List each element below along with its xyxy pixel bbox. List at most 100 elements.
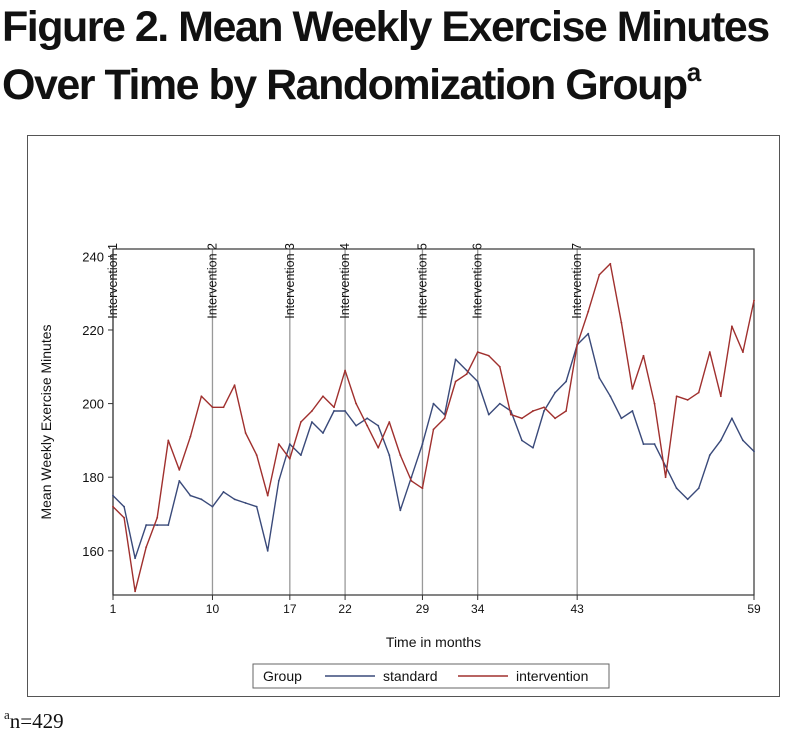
point-intervention-13 xyxy=(244,432,247,434)
point-intervention-15 xyxy=(266,494,269,497)
axes: 1 10 17 22 29 34 43 59 160 180 200 220 240 Time in mo… xyxy=(38,248,761,650)
reference-label-3: Intervention 3 xyxy=(283,243,297,319)
point-intervention-51 xyxy=(664,476,667,479)
y-tick-label-180: 180 xyxy=(82,470,104,485)
point-intervention-46 xyxy=(609,262,612,265)
title-superscript: a xyxy=(686,57,701,87)
point-standard-23 xyxy=(355,424,358,427)
x-tick-label-29: 29 xyxy=(416,602,430,616)
title-text-2: Over Time by Randomization Group xyxy=(2,61,688,109)
point-standard-49 xyxy=(642,443,645,445)
point-standard-36 xyxy=(498,402,501,405)
point-intervention-1 xyxy=(112,505,114,508)
point-standard-57 xyxy=(730,417,733,420)
point-intervention-54 xyxy=(697,391,700,394)
y-axis-title: Mean Weekly Exercise Minutes xyxy=(38,324,54,519)
reference-label-4: Intervention 4 xyxy=(338,243,352,319)
point-standard-59 xyxy=(753,450,755,453)
chart-frame: Intervention 1 Intervention 2 Intervention… xyxy=(27,135,780,697)
point-standard-22 xyxy=(344,410,346,412)
point-standard-3 xyxy=(134,557,137,560)
point-standard-48 xyxy=(631,410,634,412)
point-standard-33 xyxy=(465,369,468,372)
point-standard-30 xyxy=(432,402,435,405)
point-standard-39 xyxy=(532,446,534,449)
point-standard-6 xyxy=(167,524,170,526)
point-intervention-16 xyxy=(277,443,280,445)
y-tick-label-160: 160 xyxy=(82,544,104,559)
legend: Group standard intervention xyxy=(252,663,610,689)
point-intervention-4 xyxy=(145,546,148,549)
point-intervention-28 xyxy=(410,479,413,482)
y-tick-label-240: 240 xyxy=(82,249,104,264)
footnote-superscript: a xyxy=(4,707,10,722)
title-text-1: Figure 2. Mean Weekly Exercise Minutes xyxy=(2,3,770,51)
legend-label-standard: standard xyxy=(383,668,437,684)
point-intervention-5 xyxy=(156,516,159,519)
x-tick-label-43: 43 xyxy=(570,602,584,616)
x-tick-label-34: 34 xyxy=(471,602,485,616)
point-intervention-17 xyxy=(288,457,291,460)
x-tick-label-59: 59 xyxy=(747,602,761,616)
point-intervention-11 xyxy=(222,406,225,409)
point-intervention-42 xyxy=(565,410,568,412)
point-intervention-59 xyxy=(753,299,755,302)
point-standard-28 xyxy=(410,476,413,479)
point-intervention-12 xyxy=(233,384,236,387)
point-intervention-10 xyxy=(211,406,214,409)
x-tick-label-22: 22 xyxy=(338,602,352,616)
point-standard-5 xyxy=(156,524,159,526)
point-standard-10 xyxy=(211,505,214,508)
point-standard-26 xyxy=(388,454,391,457)
point-standard-54 xyxy=(697,487,700,490)
point-intervention-43 xyxy=(576,343,579,346)
point-intervention-47 xyxy=(620,321,623,324)
point-standard-45 xyxy=(598,376,601,379)
point-intervention-45 xyxy=(598,273,601,276)
point-intervention-49 xyxy=(642,354,645,357)
point-standard-52 xyxy=(675,487,678,490)
point-standard-18 xyxy=(299,454,302,457)
point-standard-8 xyxy=(189,494,192,497)
point-intervention-14 xyxy=(255,454,258,457)
point-intervention-53 xyxy=(686,399,689,401)
point-intervention-27 xyxy=(399,454,402,457)
point-intervention-8 xyxy=(189,435,192,438)
point-intervention-22 xyxy=(344,369,346,372)
reference-label-6: Intervention 6 xyxy=(471,243,485,319)
point-standard-24 xyxy=(366,417,369,420)
point-intervention-9 xyxy=(200,395,203,398)
point-standard-41 xyxy=(554,391,556,394)
point-intervention-29 xyxy=(421,487,424,490)
point-intervention-33 xyxy=(465,373,468,376)
point-standard-35 xyxy=(487,413,490,416)
point-standard-20 xyxy=(322,432,324,434)
x-tick-label-17: 17 xyxy=(283,602,297,616)
point-intervention-24 xyxy=(366,424,369,427)
point-standard-25 xyxy=(377,424,380,427)
point-intervention-19 xyxy=(311,410,313,412)
legend-label-intervention: intervention xyxy=(516,668,588,684)
point-intervention-40 xyxy=(543,406,545,409)
point-standard-53 xyxy=(686,498,689,501)
plot-frame xyxy=(112,248,755,596)
point-intervention-36 xyxy=(498,365,501,368)
point-standard-9 xyxy=(200,498,203,501)
legend-box xyxy=(252,663,610,689)
reference-label-7: Intervention 7 xyxy=(570,243,584,319)
point-standard-55 xyxy=(708,454,711,457)
point-intervention-3 xyxy=(134,590,137,593)
chart-title-line-2: Over Time by Randomization Groupa xyxy=(2,57,701,110)
point-intervention-31 xyxy=(443,417,446,420)
point-intervention-6 xyxy=(167,439,170,442)
point-standard-1 xyxy=(112,494,114,497)
point-intervention-58 xyxy=(742,351,744,353)
series-lines xyxy=(112,262,755,593)
point-standard-13 xyxy=(244,502,247,504)
point-standard-58 xyxy=(742,439,744,442)
point-intervention-38 xyxy=(521,417,523,420)
legend-title: Group xyxy=(263,668,302,684)
point-standard-47 xyxy=(620,417,623,420)
point-standard-40 xyxy=(543,410,545,412)
point-intervention-18 xyxy=(299,421,302,423)
